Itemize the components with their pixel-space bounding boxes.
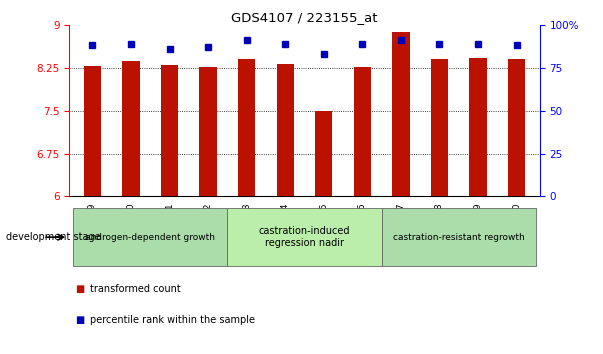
Bar	[354, 67, 371, 196]
Bar	[122, 61, 140, 196]
Bar	[238, 58, 255, 196]
Bar	[73, 208, 227, 266]
Bar	[277, 64, 294, 196]
Bar	[227, 208, 382, 266]
Text: ■: ■	[75, 284, 84, 293]
Title: GDS4107 / 223155_at: GDS4107 / 223155_at	[232, 11, 377, 24]
Bar	[469, 58, 487, 196]
Bar	[392, 32, 409, 196]
Bar	[382, 208, 536, 266]
Text: transformed count: transformed count	[90, 284, 181, 293]
Bar	[84, 66, 101, 196]
Text: androgen-dependent growth: androgen-dependent growth	[85, 233, 215, 242]
Text: ■: ■	[75, 315, 84, 325]
Text: castration-resistant regrowth: castration-resistant regrowth	[393, 233, 525, 242]
Bar	[315, 111, 332, 196]
Text: development stage: development stage	[6, 232, 101, 242]
Bar	[508, 58, 525, 196]
Bar	[161, 65, 178, 196]
Bar	[431, 58, 448, 196]
Text: percentile rank within the sample: percentile rank within the sample	[90, 315, 256, 325]
Bar	[200, 67, 217, 196]
Text: castration-induced
regression nadir: castration-induced regression nadir	[259, 226, 350, 248]
